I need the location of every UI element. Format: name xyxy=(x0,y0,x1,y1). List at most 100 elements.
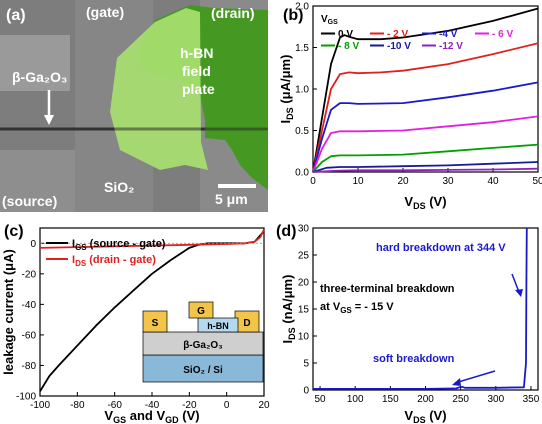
y-tick-label: -60 xyxy=(22,330,37,341)
hard-arrow-head xyxy=(515,289,523,297)
series-line-1 xyxy=(312,42,539,173)
drain-label: (drain) xyxy=(211,5,255,21)
scalebar xyxy=(218,184,256,188)
y-tick-label: 30 xyxy=(298,224,310,235)
series-line-1 xyxy=(39,229,265,249)
x-axis-label-v: V xyxy=(404,408,413,423)
inset-hbn xyxy=(197,317,239,333)
x-axis-label-sub2: GD xyxy=(165,415,179,424)
x-axis-label: VGS and VGD (V) xyxy=(104,408,199,424)
inset-substrate-label: SiO₂ / Si xyxy=(183,365,223,376)
series-line-0 xyxy=(313,227,528,390)
legend-label-0: IGS (source - gate) xyxy=(72,238,166,252)
legend-title: VGS xyxy=(321,14,338,26)
x-tick-label: 30 xyxy=(442,176,454,187)
panel-label-c: (c) xyxy=(4,223,24,240)
x-tick-label: -60 xyxy=(107,400,122,411)
x-tick-label: -100 xyxy=(30,400,50,411)
x-tick-label: 10 xyxy=(352,176,364,187)
y-tick-label: -100 xyxy=(16,392,36,403)
legend-title-sub: GS xyxy=(328,19,338,26)
inset-g-label: G xyxy=(197,306,205,317)
x-axis-label-sub: DS xyxy=(413,415,426,424)
x-tick-label: 20 xyxy=(258,400,270,411)
plot-d: 50 100 150 200 250 300 350 0 5 10 15 20 25 30 hard bre… xyxy=(280,224,540,424)
y-tick-label: 25 xyxy=(298,251,310,262)
legend-label-5: -10 V xyxy=(387,41,411,52)
y-tick-label: 5 xyxy=(303,359,309,370)
field-plate-label-2: field xyxy=(182,63,211,79)
y-axis-label-sub: DS xyxy=(285,107,295,120)
x-tick-label: 150 xyxy=(382,394,399,405)
legend-title-v: V xyxy=(321,14,328,25)
hard-arrow-line xyxy=(511,273,520,293)
substrate-label: SiO₂ xyxy=(104,179,134,195)
legend-label-1: - 2 V xyxy=(387,29,408,40)
material-arrow-head xyxy=(44,115,54,125)
y-tick-label: 0 xyxy=(303,386,309,397)
series-line-5 xyxy=(312,161,539,173)
x-tick-label: 40 xyxy=(487,176,499,187)
y-tick-label: 1.0 xyxy=(295,85,309,96)
inset-d-label: D xyxy=(243,318,250,329)
y-tick-label: 10 xyxy=(298,332,310,343)
x-tick-label: 250 xyxy=(452,394,469,405)
plot-c: -100 -80 -60 -40 -20 0 20-100-80-60-40-200 IGS … xyxy=(1,227,270,424)
legend-label-2: -4 V xyxy=(439,29,458,40)
y-axis-label-i: I xyxy=(278,120,293,124)
source-label: (source) xyxy=(2,193,57,209)
y-tick-label: -40 xyxy=(22,300,37,311)
inset-s-label: S xyxy=(152,318,159,329)
panel-label-b: (b) xyxy=(283,7,303,24)
legend-label-sub: GS xyxy=(75,243,87,252)
series-line-0 xyxy=(312,7,539,173)
material-label: β-Ga₂O₃ xyxy=(12,69,67,85)
x-tick-label: 50 xyxy=(532,176,542,187)
soft-arrow-head xyxy=(452,378,461,386)
device-inset: S G D h-BN β-Ga₂O₃ SiO₂ / Si xyxy=(142,301,264,383)
field-plate-label-1: h-BN xyxy=(180,45,213,61)
x-tick-label: 0 xyxy=(310,176,316,187)
y-tick-label: 15 xyxy=(298,305,310,316)
x-axis-label-unit: (V) xyxy=(426,194,447,209)
source-pad-top xyxy=(0,35,70,91)
y-tick-label: 0 xyxy=(30,239,36,250)
x-tick-label: 350 xyxy=(523,394,540,405)
x-tick-label: 200 xyxy=(417,394,434,405)
series-line-3 xyxy=(312,115,539,173)
x-axis-label-mid: and V xyxy=(126,408,165,423)
annotation-vgs: at VGS = - 15 V xyxy=(320,301,394,315)
series-line-6 xyxy=(312,167,539,173)
panel-label-a: (a) xyxy=(6,7,26,24)
annotation-three-terminal: three-terminal breakdown xyxy=(320,283,455,295)
x-axis-label-sub1: GS xyxy=(113,415,126,424)
inset-hbn-label: h-BN xyxy=(207,321,229,331)
field-plate-label-3: plate xyxy=(182,81,215,97)
y-axis-label-unit: (nA/μm) xyxy=(280,275,295,328)
y-tick-label: 1.5 xyxy=(295,43,309,54)
panel-c: (c) -100 -80 -60 -40 -20 0 20 -100 -80 -60 -40 -20 0… xyxy=(1,223,270,424)
panel-label-d: (d) xyxy=(276,223,296,240)
y-tick-label: 20 xyxy=(298,278,310,289)
y-tick-label: -80 xyxy=(22,361,37,372)
x-axis-label-unit: (V) xyxy=(426,408,447,423)
legend-label-i: I xyxy=(72,238,75,250)
x-axis-label: VDS (V) xyxy=(404,408,446,424)
x-tick-label: -20 xyxy=(182,400,197,411)
x-tick-label: 20 xyxy=(397,176,409,187)
x-tick-label: -80 xyxy=(70,400,85,411)
x-tick-label: 300 xyxy=(487,394,504,405)
y-axis-label-sub: DS xyxy=(287,327,297,340)
inset-source xyxy=(142,310,168,333)
legend-label-i: I xyxy=(72,254,75,266)
legend-label-rest: (source - gate) xyxy=(87,238,166,250)
legend-label-4: - 8 V xyxy=(338,41,359,52)
x-tick-label: 0 xyxy=(224,400,230,411)
x-axis-label-sub: DS xyxy=(413,201,426,211)
scalebar-label: 5 μm xyxy=(215,191,248,207)
x-axis-label-unit: (V) xyxy=(179,408,200,423)
inset-gate xyxy=(188,301,214,319)
x-tick-label: 50 xyxy=(314,394,326,405)
